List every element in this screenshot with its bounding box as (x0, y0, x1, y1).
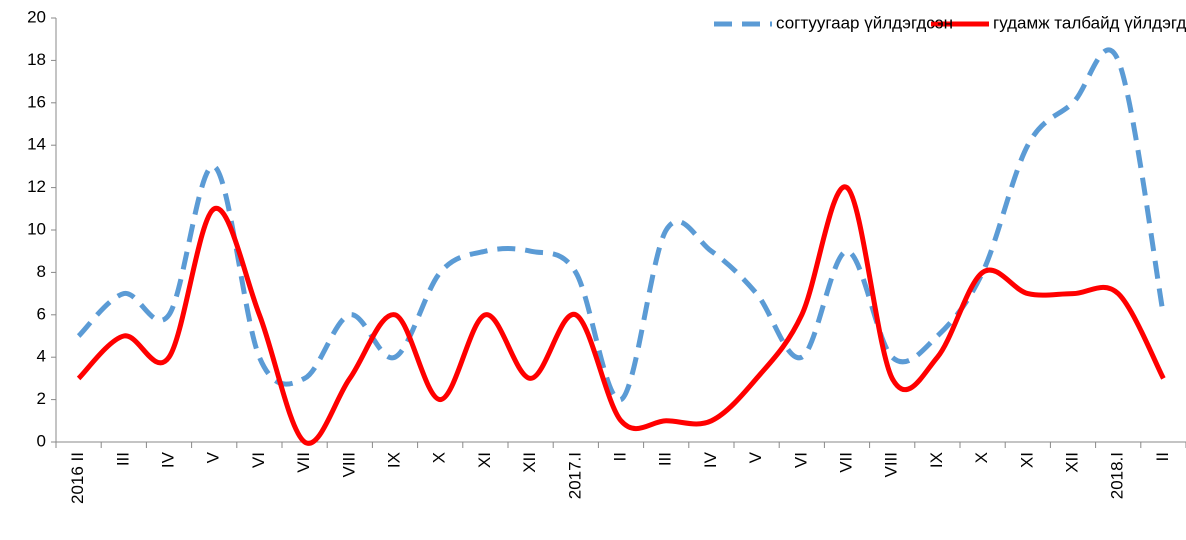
x-tick-label: III (113, 452, 132, 466)
x-tick-label: XII (520, 452, 539, 473)
y-tick-label: 20 (27, 7, 46, 26)
x-tick-label: V (746, 451, 765, 463)
x-tick-label: III (656, 452, 675, 466)
x-tick-label: VIII (339, 452, 358, 478)
x-tick-label: XI (475, 452, 494, 468)
y-tick-label: 2 (37, 389, 46, 408)
x-tick-label: IX (384, 452, 403, 468)
x-tick-label: X (430, 452, 449, 463)
x-tick-label: 2017.I (565, 452, 584, 499)
x-tick-label: II (1153, 452, 1172, 461)
y-tick-label: 14 (27, 135, 46, 154)
x-tick-label: IV (701, 451, 720, 468)
x-tick-label: V (204, 451, 223, 463)
x-tick-label: 2018.I (1108, 452, 1127, 499)
x-tick-label: XII (1062, 452, 1081, 473)
x-tick-label: VIII (882, 452, 901, 478)
series-line (76, 184, 1166, 446)
y-tick-label: 10 (27, 219, 46, 238)
x-tick-label: VII (836, 452, 855, 473)
y-tick-label: 6 (37, 304, 46, 323)
y-tick-label: 0 (37, 431, 46, 450)
x-tick-label: 2016 II (68, 452, 87, 504)
y-tick-label: 16 (27, 92, 46, 111)
x-tick-label: X (972, 452, 991, 463)
x-tick-label: IX (927, 452, 946, 468)
x-tick-label: IV (158, 451, 177, 468)
legend-label: гудамж талбайд үйлдэгдсэн (993, 13, 1186, 32)
x-tick-label: VII (294, 452, 313, 473)
x-tick-label: XI (1017, 452, 1036, 468)
y-tick-label: 4 (37, 347, 46, 366)
y-tick-label: 12 (27, 177, 46, 196)
x-tick-label: VI (791, 452, 810, 468)
legend-label: согтуугаар үйлдэгдсэн (776, 13, 953, 32)
series-line (76, 47, 1166, 403)
x-tick-label: II (610, 452, 629, 461)
y-tick-label: 8 (37, 262, 46, 281)
y-tick-label: 18 (27, 50, 46, 69)
x-tick-label: VI (249, 452, 268, 468)
